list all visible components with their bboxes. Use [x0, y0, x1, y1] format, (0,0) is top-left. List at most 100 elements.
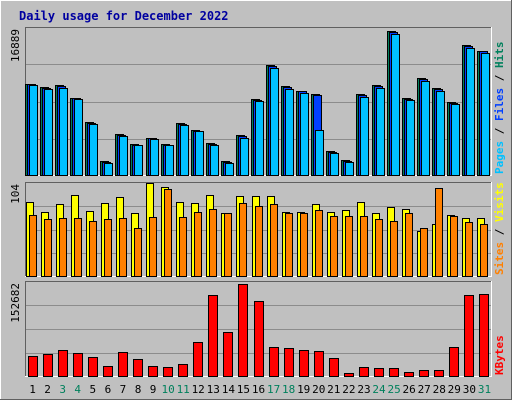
- bar-sites-day-28: [435, 188, 443, 277]
- panel-hits-files-pages: 16889 Pages / Files / Hits: [9, 27, 506, 176]
- bar-pages-day-12: [195, 131, 204, 176]
- bar-pages-day-28: [436, 91, 445, 176]
- bar-kbytes-day-23: [359, 367, 369, 377]
- x-tick-day-3: 3: [59, 383, 66, 396]
- bar-sites-day-25: [390, 221, 398, 277]
- bar-sites-day-30: [465, 222, 473, 277]
- bar-sites-day-13: [209, 209, 217, 277]
- x-tick-day-18: 18: [282, 383, 295, 396]
- bar-pages-day-3: [59, 88, 68, 176]
- series-legend-part: Files: [493, 88, 506, 121]
- bar-kbytes-day-6: [103, 366, 113, 377]
- bar-pages-day-30: [466, 48, 475, 176]
- bar-sites-day-18: [285, 213, 293, 277]
- x-tick-day-25: 25: [387, 383, 400, 396]
- bar-pages-day-22: [345, 162, 354, 176]
- bar-kbytes-day-19: [299, 350, 309, 377]
- x-tick-day-16: 16: [252, 383, 265, 396]
- x-tick-day-6: 6: [105, 383, 112, 396]
- bar-pages-day-17: [270, 68, 279, 176]
- bar-pages-day-19: [300, 93, 309, 176]
- bar-sites-day-19: [300, 213, 308, 277]
- bar-sites-day-16: [255, 206, 263, 277]
- bar-pages-day-9: [150, 139, 159, 176]
- series-legend-part: Sites: [493, 242, 506, 275]
- bar-sites-day-10: [164, 189, 172, 277]
- x-tick-day-17: 17: [267, 383, 280, 396]
- bar-pages-day-26: [406, 100, 415, 176]
- bar-pages-day-23: [360, 97, 369, 176]
- x-tick-day-10: 10: [161, 383, 174, 396]
- bar-sites-day-31: [480, 224, 488, 277]
- bar-pages-day-25: [391, 34, 400, 176]
- x-tick-day-31: 31: [478, 383, 491, 396]
- x-tick-day-23: 23: [357, 383, 370, 396]
- bar-kbytes-day-3: [58, 350, 68, 377]
- bar-sites-day-26: [405, 213, 413, 277]
- bar-kbytes-day-15: [238, 284, 248, 377]
- bar-pages-day-7: [119, 136, 128, 176]
- x-tick-day-28: 28: [433, 383, 446, 396]
- bar-pages-day-5: [89, 124, 98, 176]
- bar-kbytes-day-25: [389, 368, 399, 377]
- x-tick-day-19: 19: [297, 383, 310, 396]
- bar-pages-day-11: [180, 125, 189, 176]
- bar-kbytes-day-10: [163, 367, 173, 377]
- bar-kbytes-day-27: [419, 370, 429, 377]
- x-tick-day-8: 8: [135, 383, 142, 396]
- bar-sites-day-3: [59, 218, 67, 277]
- series-legend-part: /: [493, 68, 506, 88]
- bar-sites-day-5: [89, 221, 97, 277]
- x-tick-day-14: 14: [222, 383, 236, 396]
- x-tick-day-1: 1: [29, 383, 36, 396]
- bar-kbytes-day-20: [314, 351, 324, 377]
- bar-kbytes-day-18: [284, 348, 294, 377]
- bar-kbytes-day-9: [148, 366, 158, 377]
- bar-kbytes-day-21: [329, 358, 339, 377]
- bar-pages-day-14: [225, 163, 234, 176]
- bar-sites-day-15: [239, 203, 247, 277]
- bar-sites-day-6: [104, 219, 112, 277]
- chart-panels: 16889 Pages / Files / Hits 104 Sites / Visi…: [9, 27, 506, 377]
- bar-pages-day-15: [240, 138, 249, 176]
- bar-sites-day-2: [44, 219, 52, 277]
- x-tick-day-5: 5: [89, 383, 96, 396]
- bar-sites-day-8: [134, 228, 142, 277]
- x-tick-day-29: 29: [448, 383, 461, 396]
- bar-sites-day-7: [119, 218, 127, 277]
- series-legend-part: Hits: [493, 42, 506, 69]
- x-tick-day-12: 12: [192, 383, 205, 396]
- x-tick-day-24: 24: [372, 383, 386, 396]
- series-legend: Sites / Visits: [493, 182, 506, 275]
- bar-kbytes-day-26: [404, 372, 414, 377]
- bar-kbytes-day-13: [208, 295, 218, 377]
- bar-sites-day-29: [450, 216, 458, 277]
- bar-pages-day-6: [104, 163, 113, 176]
- bar-kbytes-day-11: [178, 364, 188, 377]
- chart-title: Daily usage for December 2022: [19, 9, 229, 23]
- series-legend-part: /: [493, 121, 506, 141]
- bar-kbytes-day-24: [374, 368, 384, 377]
- bar-kbytes-day-1: [28, 356, 38, 377]
- bar-sites-day-21: [330, 216, 338, 277]
- bar-sites-day-11: [179, 217, 187, 277]
- bar-kbytes-day-29: [449, 347, 459, 377]
- x-tick-day-15: 15: [237, 383, 250, 396]
- series-legend-part: KBytes: [493, 335, 506, 375]
- y-max-label: 104: [9, 184, 22, 204]
- panel-visits-sites: 104 Sites / Visits: [9, 182, 506, 277]
- bar-sites-day-24: [375, 219, 383, 277]
- bar-pages-day-27: [421, 81, 430, 176]
- series-legend: KBytes: [493, 335, 506, 375]
- x-tick-day-21: 21: [327, 383, 340, 396]
- bar-pages-day-13: [210, 145, 219, 176]
- bar-kbytes-day-4: [73, 353, 83, 377]
- bar-pages-day-2: [44, 89, 53, 176]
- series-legend: Pages / Files / Hits: [493, 42, 506, 175]
- bar-pages-day-4: [74, 99, 83, 176]
- bar-kbytes-day-16: [254, 301, 264, 377]
- bar-pages-day-20: [315, 130, 324, 176]
- bar-sites-day-1: [29, 215, 37, 277]
- bar-pages-day-31: [481, 53, 490, 176]
- bar-pages-day-21: [330, 153, 339, 176]
